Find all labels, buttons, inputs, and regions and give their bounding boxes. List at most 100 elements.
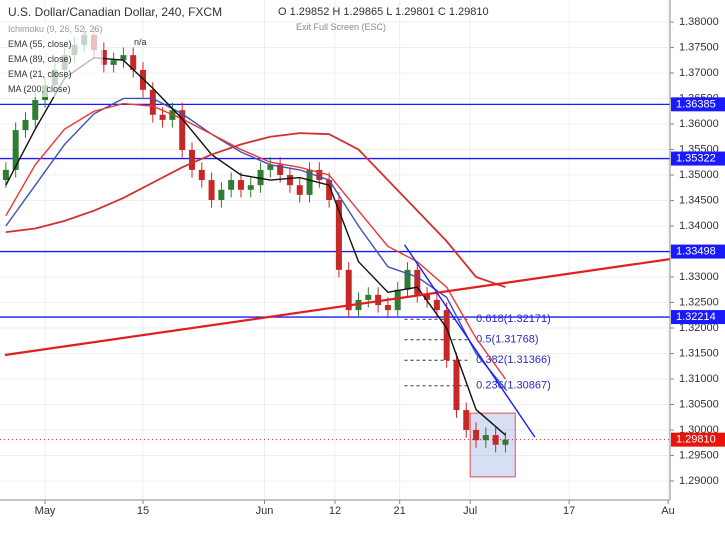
trendline (4, 258, 670, 357)
range-box (469, 412, 516, 478)
level-label: 1.32214 (676, 311, 716, 323)
candle-body (473, 429, 480, 441)
candle-body (198, 169, 205, 181)
candle-body (159, 114, 166, 120)
candle-body (443, 310, 450, 361)
x-tick-label: Jun (256, 505, 274, 517)
candle-body (218, 189, 225, 200)
indicator-line (5, 132, 506, 289)
level-label: 1.36385 (676, 98, 716, 110)
y-tick-label: 1.31500 (679, 347, 719, 359)
candle-body (404, 269, 411, 290)
y-tick-label: 1.32000 (679, 322, 719, 334)
y-tick-label: 1.36000 (679, 118, 719, 130)
x-tick-label: 21 (394, 505, 406, 517)
candle-body (492, 435, 499, 445)
legend-entry: EMA (55, close) (8, 37, 103, 52)
candle-body (247, 185, 254, 190)
candle-body (375, 294, 382, 306)
candle-body (149, 89, 156, 115)
y-tick-label: 1.30500 (679, 398, 719, 410)
y-tick-label: 1.38000 (679, 16, 719, 28)
candle-body (306, 169, 313, 195)
ohlc-readout: O 1.29852 H 1.29865 L 1.29801 C 1.29810 (278, 6, 489, 18)
fib-label: 0.382(1.31366) (476, 354, 551, 366)
trendline (403, 244, 536, 438)
legend-entry: EMA (21, close) (8, 67, 103, 82)
y-tick-label: 1.32500 (679, 296, 719, 308)
candle-body (188, 149, 195, 170)
y-tick-label: 1.29000 (679, 475, 719, 487)
x-tick-label: 15 (137, 505, 149, 517)
candle-body (316, 169, 323, 181)
legend: Ichimoku (9, 26, 52, 26) EMA (55, close) E… (8, 22, 103, 97)
y-tick-label: 1.29500 (679, 449, 719, 461)
indicator-line (5, 97, 506, 390)
y-tick-label: 1.34000 (679, 220, 719, 232)
x-tick-label: Au (661, 505, 674, 517)
level-label-bg (671, 244, 725, 259)
candle-body (326, 180, 333, 200)
candle-body (228, 180, 235, 190)
x-tick-label: 17 (563, 505, 575, 517)
level-label: 1.35322 (676, 152, 716, 164)
level-label-bg (671, 151, 725, 166)
candle-body (22, 119, 29, 131)
y-tick-label: 1.34500 (679, 194, 719, 206)
legend-entry: MA (200, close) (8, 82, 103, 97)
y-tick-label: 1.37000 (679, 67, 719, 79)
y-tick-label: 1.33000 (679, 271, 719, 283)
candle-body (384, 305, 391, 311)
legend-entry: Ichimoku (9, 26, 52, 26) (8, 22, 103, 37)
candle-body (130, 55, 137, 70)
candle-body (502, 439, 509, 445)
candle-body (365, 294, 372, 300)
chart-title: U.S. Dollar/Canadian Dollar, 240, FXCM (8, 5, 223, 19)
candle-body (453, 360, 460, 411)
candle-body (424, 294, 431, 300)
y-tick-label: 1.31000 (679, 373, 719, 385)
candle-body (32, 100, 39, 120)
fullscreen-hint[interactable]: Exit Full Screen (ESC) (296, 22, 387, 32)
y-tick-label: 1.37500 (679, 41, 719, 53)
legend-entry: EMA (89, close) (8, 52, 103, 67)
fib-label: 0.618(1.32171) (476, 313, 551, 325)
na-label: n/a (134, 37, 147, 47)
candle-body (2, 169, 9, 181)
candle-body (120, 55, 127, 61)
candle-body (267, 164, 274, 170)
candle-body (257, 169, 264, 186)
last-price-label: 1.29810 (676, 434, 716, 446)
candle-body (277, 164, 284, 175)
fib-label: 0.236(1.30867) (476, 380, 551, 392)
last-price-bg (671, 432, 725, 447)
x-tick-label: Jul (463, 505, 477, 517)
candle-body (463, 410, 470, 430)
level-label: 1.33498 (676, 245, 716, 257)
candle-body (482, 435, 489, 441)
level-label-bg (671, 310, 725, 325)
candle-body (433, 299, 440, 311)
y-tick-label: 1.35000 (679, 169, 719, 181)
candle-body (100, 50, 107, 65)
candle-body (345, 269, 352, 311)
x-tick-label: May (35, 505, 56, 517)
candle-body (394, 289, 401, 311)
candle-body (296, 185, 303, 195)
level-label-bg (671, 97, 725, 112)
fib-label: 0.5(1.31768) (476, 334, 538, 346)
candle-body (208, 180, 215, 200)
candle-body (237, 180, 244, 190)
candle-body (335, 199, 342, 270)
x-tick-label: 12 (329, 505, 341, 517)
indicator-line (5, 56, 506, 436)
candle-body (12, 130, 19, 170)
indicator-line (5, 102, 507, 380)
candle-body (286, 174, 293, 186)
candle-body (179, 110, 186, 150)
candle-body (414, 269, 421, 295)
plot: 0.618(1.32171) 0.5(1.31768) 0.382(1.31366)… (0, 0, 670, 500)
candle-body (110, 60, 117, 65)
